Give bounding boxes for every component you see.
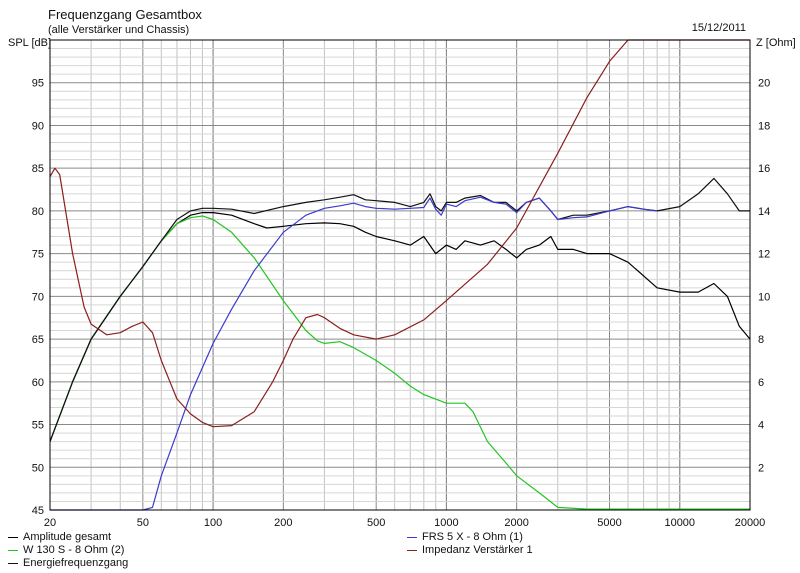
- series-line-energiefrequenzgang: [49, 177, 750, 442]
- legend-label: W 130 S - 8 Ohm (2): [23, 544, 125, 556]
- x-tick-label: 50: [137, 517, 149, 529]
- y-right-tick-label: 2: [758, 462, 764, 474]
- legend-swatch: [8, 536, 18, 538]
- series-line-impedanz-verst-rker-1: [49, 39, 750, 428]
- x-tick-label: 100: [204, 517, 222, 529]
- y-left-tick-label: 60: [32, 377, 44, 389]
- legend-swatch: [407, 549, 417, 551]
- legend-item: Impedanz Verstärker 1: [407, 544, 533, 556]
- y-left-tick-label: 50: [32, 462, 44, 474]
- y-left-tick-label: 95: [32, 78, 44, 90]
- legend-swatch: [8, 549, 18, 551]
- chart-subtitle: (alle Verstärker und Chassis): [48, 24, 190, 36]
- series-line-amplitude-gesamt: [49, 212, 751, 442]
- y-left-tick-label: 45: [32, 505, 44, 517]
- x-tick-label: 10000: [664, 517, 695, 529]
- legend-item: FRS 5 X - 8 Ohm (1): [407, 531, 523, 543]
- y-left-tick-label: 70: [32, 291, 44, 303]
- chart-title: Frequenzgang Gesamtbox: [48, 7, 202, 22]
- x-tick-label: 2000: [504, 517, 528, 529]
- x-tick-label: 500: [367, 517, 385, 529]
- y-right-tick-label: 14: [758, 206, 770, 218]
- y-left-tick-label: 90: [32, 120, 44, 132]
- left-axis-label: SPL [dB]: [8, 37, 52, 49]
- legend-label: Energiefrequenzgang: [23, 557, 129, 569]
- series-line-w-130-s-8-ohm-2: [49, 215, 750, 510]
- legend-item: W 130 S - 8 Ohm (2): [8, 544, 124, 556]
- x-tick-label: 5000: [597, 517, 621, 529]
- y-right-tick-label: 4: [758, 420, 764, 432]
- series-line-frs-5-x-8-ohm-1: [50, 196, 658, 511]
- y-left-tick-label: 55: [32, 420, 44, 432]
- legend-item: Amplitude gesamt: [8, 531, 111, 543]
- x-tick-label: 20: [44, 517, 56, 529]
- y-right-tick-label: 12: [758, 249, 770, 261]
- y-right-tick-label: 8: [758, 334, 764, 346]
- y-right-tick-label: 18: [758, 120, 770, 132]
- legend-swatch: [8, 562, 18, 564]
- y-right-tick-label: 6: [758, 377, 764, 389]
- legend-label: Impedanz Verstärker 1: [422, 544, 533, 556]
- y-left-tick-label: 85: [32, 163, 44, 175]
- x-tick-label: 20000: [735, 517, 766, 529]
- right-axis-label: Z [Ohm]: [756, 37, 796, 49]
- legend-label: Amplitude gesamt: [23, 531, 112, 543]
- y-left-tick-label: 65: [32, 334, 44, 346]
- legend-item: Energiefrequenzgang: [8, 557, 128, 569]
- y-left-tick-label: 80: [32, 206, 44, 218]
- y-right-tick-label: 16: [758, 163, 770, 175]
- x-tick-label: 1000: [434, 517, 458, 529]
- chart-date: 15/12/2011: [691, 22, 746, 34]
- legend-label: FRS 5 X - 8 Ohm (1): [422, 531, 523, 543]
- y-right-tick-label: 10: [758, 291, 770, 303]
- legend-swatch: [407, 536, 417, 538]
- y-right-tick-label: 20: [758, 78, 770, 90]
- x-tick-label: 200: [274, 517, 292, 529]
- y-left-tick-label: 75: [32, 249, 44, 261]
